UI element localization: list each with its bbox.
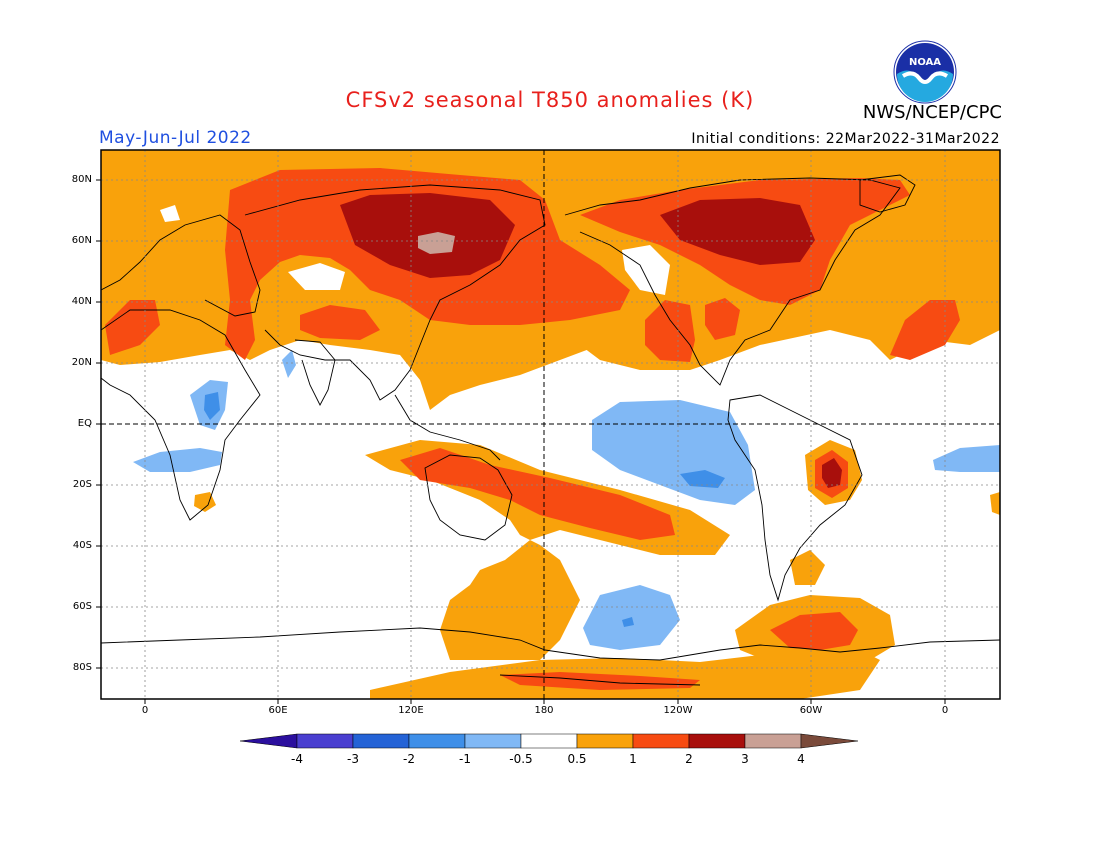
colorbar-label-plus3: 3 <box>741 752 749 766</box>
colorbar-swatch-plus05 <box>576 733 634 749</box>
noaa-logo-text: NOAA <box>909 57 941 68</box>
lat-label-eq: EQ <box>77 418 92 429</box>
agency-label: NWS/NCEP/CPC <box>862 102 1002 123</box>
lat-label-80n: 80N <box>71 174 92 185</box>
lat-label-40s: 40S <box>72 540 92 551</box>
colorbar-swatch-minus2 <box>408 733 466 749</box>
anomaly-region-red-middle-east <box>300 305 380 340</box>
colorbar <box>239 733 859 749</box>
colorbar-swatch-plus3 <box>744 733 802 749</box>
lon-label-120e: 120E <box>398 705 424 716</box>
anomaly-region-red-mediterranean-w <box>105 300 160 355</box>
lat-label-80s: 80S <box>72 662 92 673</box>
colorbar-label-minus4: -4 <box>291 752 303 766</box>
anomaly-region-orange-south-pacific <box>365 440 730 660</box>
colorbar-label-plus05: 0.5 <box>567 752 587 766</box>
colorbar-swatch-neutral <box>520 733 578 749</box>
colorbar-label-minus1: -1 <box>459 752 471 766</box>
colorbar-label-plus2: 2 <box>685 752 693 766</box>
neutral-region-west-na <box>622 245 670 295</box>
lon-label-180: 180 <box>534 705 554 716</box>
axis-ticks <box>96 179 946 704</box>
anomaly-region-orange-antarctic <box>370 650 880 699</box>
colorbar-swatch-minus1 <box>464 733 522 749</box>
anomaly-region-darkred-brazil <box>822 458 842 488</box>
neutral-region-greenland-edge <box>160 205 180 222</box>
colorbar-label-plus4: 4 <box>797 752 805 766</box>
grid-lines <box>101 150 1000 699</box>
colorbar-label-plus1: 1 <box>629 752 637 766</box>
anomaly-region-darkred-canada <box>660 198 815 265</box>
anomaly-region-orange-south-africa-e <box>990 492 1000 515</box>
colorbar-swatch-plus1 <box>632 733 690 749</box>
lon-label-60w: 60W <box>799 705 823 716</box>
anomaly-region-midblue-southern-ocean <box>622 617 634 627</box>
neutral-region-central-asia <box>288 263 345 290</box>
lat-label-60n: 60N <box>71 235 92 246</box>
lon-label-0-east: 0 <box>941 705 949 716</box>
anomaly-region-red-south-pacific <box>400 448 675 540</box>
anomaly-region-blue-arabian-sea <box>282 350 296 378</box>
noaa-logo: NOAA <box>893 40 957 104</box>
lat-label-40n: 40N <box>71 296 92 307</box>
colorbar-label-minus2: -2 <box>403 752 415 766</box>
anomaly-region-midblue-east-africa <box>204 392 220 420</box>
lon-label-120w: 120W <box>663 705 693 716</box>
lat-label-20s: 20S <box>72 479 92 490</box>
season-label: May-Jun-Jul 2022 <box>99 128 252 148</box>
map-field <box>101 150 1000 699</box>
colorbar-label-minus3: -3 <box>347 752 359 766</box>
reference-lines <box>101 150 1000 699</box>
lat-label-60s: 60S <box>72 601 92 612</box>
lon-label-60e: 60E <box>268 705 288 716</box>
anomaly-region-tan-siberia <box>418 232 455 254</box>
anomaly-region-blue-south-africa <box>133 448 222 472</box>
chart-title: CFSv2 seasonal T850 anomalies (K) <box>345 88 755 112</box>
initial-conditions-label: Initial conditions: 22Mar2022-31Mar2022 <box>691 131 1000 147</box>
colorbar-swatch-plus2 <box>688 733 746 749</box>
lat-label-20n: 20N <box>71 357 92 368</box>
lon-label-0: 0 <box>141 705 149 716</box>
colorbar-low-arrow <box>239 733 298 749</box>
coastlines <box>101 174 1000 686</box>
anomaly-region-red-pacific-nw <box>645 300 695 362</box>
colorbar-label-minus05: -0.5 <box>509 752 533 766</box>
colorbar-swatch-minus3 <box>352 733 410 749</box>
colorbar-high-arrow <box>800 733 859 749</box>
anomaly-region-red-drake <box>770 612 858 650</box>
anomaly-region-blue-south-africa-e <box>933 445 1000 472</box>
anomaly-region-red-east-pacific <box>705 298 740 340</box>
colorbar-swatch-minus4 <box>296 733 354 749</box>
anomaly-region-orange-patagonia <box>790 550 825 585</box>
anomaly-region-red-mediterranean-e <box>890 300 960 360</box>
anomaly-region-midblue-east-pacific <box>680 470 725 488</box>
